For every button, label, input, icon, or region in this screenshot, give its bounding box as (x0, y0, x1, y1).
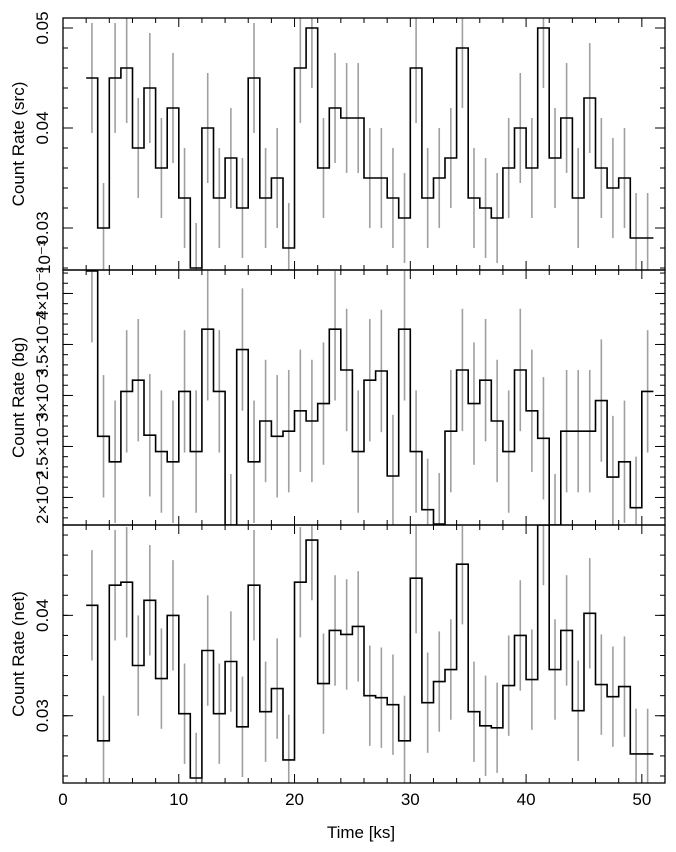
y-tick-label: 0.04 (33, 111, 52, 144)
x-tick-label: 20 (285, 790, 304, 809)
y-axis-title: Count Rate (net) (9, 591, 28, 717)
y-tick-label: 0.05 (33, 11, 52, 44)
y-tick-label: 0.04 (33, 599, 52, 632)
panel-2: 2×10⁻³2.5×10⁻³3×10⁻³3.5×10⁻³4×10⁻³ Count … (9, 240, 666, 526)
series-step-line (86, 27, 654, 269)
y-tick-label: 2.5×10⁻³ (33, 413, 52, 480)
panel-3: 0.03 0.04 Count Rate (net) (9, 524, 666, 784)
y-tick-label: 3.5×10⁻³ (33, 311, 52, 378)
y-axis-title: Count Rate (src) (9, 82, 28, 207)
y-tick-label: 3×10⁻³ (33, 369, 52, 422)
y-exponent-label: 10⁻³ (35, 240, 54, 274)
panel-1: 0.03 0.04 0.05 Count Rate (src) (9, 11, 666, 271)
x-tick-label: 10 (169, 790, 188, 809)
y-tick-label: 4×10⁻³ (33, 267, 52, 320)
series-step-line (86, 525, 654, 779)
x-tick-label: 30 (401, 790, 420, 809)
y-tick-label: 0.03 (33, 699, 52, 732)
y-axis-title: Count Rate (bg) (9, 337, 28, 458)
x-tick-label: 40 (517, 790, 536, 809)
y-tick-label: 2×10⁻³ (33, 471, 52, 524)
x-axis-title: Time [ks] (327, 823, 395, 842)
x-tick-label: 50 (632, 790, 651, 809)
series-step-line (86, 270, 654, 525)
x-tick-label: 0 (58, 790, 67, 809)
y-tick-label: 0.03 (33, 211, 52, 244)
